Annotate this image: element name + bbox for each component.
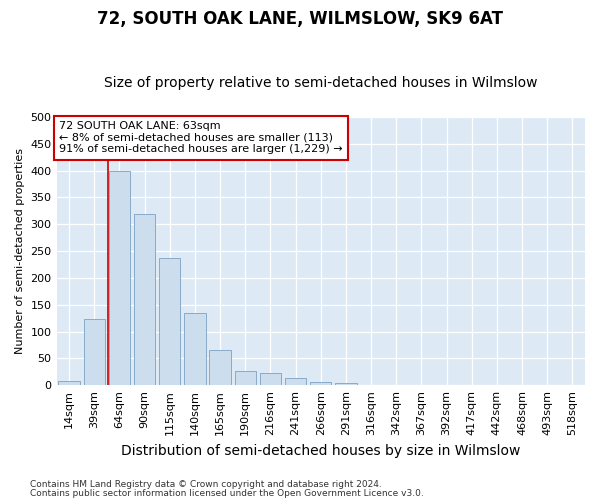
Bar: [184, 313, 206, 385]
Bar: [134, 214, 155, 385]
Text: Contains public sector information licensed under the Open Government Licence v3: Contains public sector information licen…: [30, 488, 424, 498]
Bar: [260, 373, 281, 385]
X-axis label: Distribution of semi-detached houses by size in Wilmslow: Distribution of semi-detached houses by …: [121, 444, 520, 458]
Title: Size of property relative to semi-detached houses in Wilmslow: Size of property relative to semi-detach…: [104, 76, 538, 90]
Bar: [335, 383, 356, 385]
Bar: [310, 382, 331, 385]
Bar: [235, 370, 256, 385]
Bar: [285, 378, 307, 385]
Bar: [209, 350, 231, 385]
Bar: [109, 170, 130, 385]
Text: 72, SOUTH OAK LANE, WILMSLOW, SK9 6AT: 72, SOUTH OAK LANE, WILMSLOW, SK9 6AT: [97, 10, 503, 28]
Text: 72 SOUTH OAK LANE: 63sqm
← 8% of semi-detached houses are smaller (113)
91% of s: 72 SOUTH OAK LANE: 63sqm ← 8% of semi-de…: [59, 121, 343, 154]
Bar: [58, 382, 80, 385]
Bar: [83, 319, 105, 385]
Text: Contains HM Land Registry data © Crown copyright and database right 2024.: Contains HM Land Registry data © Crown c…: [30, 480, 382, 489]
Bar: [361, 384, 382, 385]
Bar: [159, 258, 181, 385]
Y-axis label: Number of semi-detached properties: Number of semi-detached properties: [15, 148, 25, 354]
